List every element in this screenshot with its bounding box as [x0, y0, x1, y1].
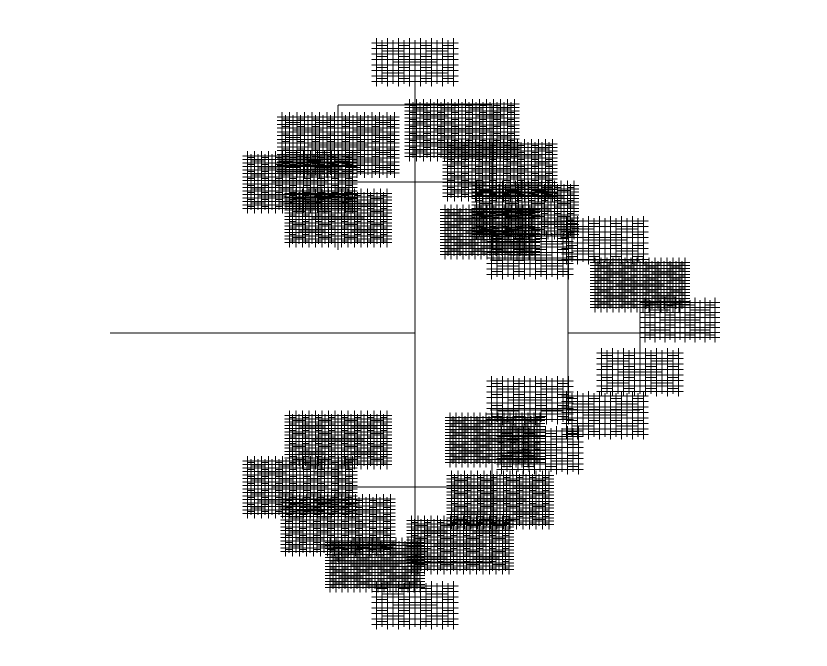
fractal-tree	[110, 37, 720, 630]
